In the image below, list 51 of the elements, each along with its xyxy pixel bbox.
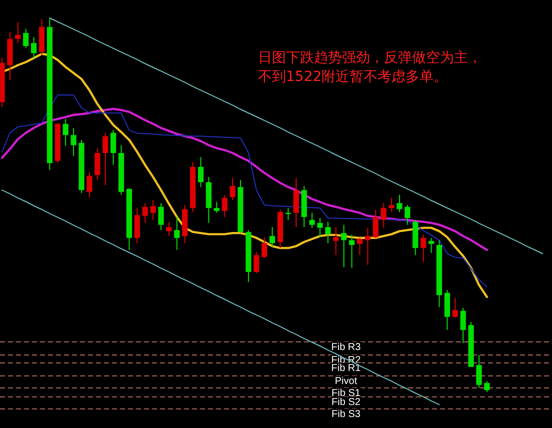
candlestick: [31, 36, 37, 59]
candlestick: [166, 221, 172, 237]
candlestick: [380, 202, 386, 228]
candlestick: [270, 226, 276, 248]
candlestick: [86, 172, 92, 198]
candlestick: [293, 178, 299, 228]
candlestick: [62, 118, 68, 146]
candlestick: [460, 307, 466, 344]
ref-line-label: Fib S2: [332, 396, 361, 408]
ref-line-label: Fib S1: [332, 388, 361, 399]
candlestick: [364, 227, 370, 266]
candlestick: [325, 221, 331, 244]
candlestick: [110, 129, 116, 166]
candlestick: [198, 156, 204, 188]
candlestick: [452, 298, 458, 318]
candlestick: [372, 209, 378, 238]
candlestick: [317, 218, 323, 238]
candlestick: [333, 226, 339, 256]
candlestick: [70, 127, 76, 157]
candlestick: [214, 202, 220, 214]
candlestick: [404, 204, 410, 226]
candlestick: [94, 148, 100, 180]
candlestick: [15, 22, 21, 44]
candlestick: [134, 207, 140, 244]
candlestick: [356, 237, 363, 256]
candlestick: [158, 202, 164, 231]
ref-line-label: Pivot: [334, 376, 358, 387]
candlestick: [484, 380, 490, 392]
candlestick: [142, 202, 148, 224]
candlestick: [396, 194, 402, 213]
candlestick: [150, 200, 156, 220]
candlestick: [174, 216, 180, 250]
annotation: 不到1522附近暂不考虑多单。: [258, 69, 448, 85]
candlestick: [309, 212, 315, 228]
candlestick: [420, 234, 426, 262]
candlestick: [444, 289, 450, 330]
candlestick: [23, 28, 29, 48]
candlestick: [230, 178, 236, 201]
ref-line-label: Fib R3: [331, 342, 362, 353]
candlestick: [388, 197, 394, 213]
candlestick: [349, 234, 355, 268]
ref-line-label: Fib S3: [332, 408, 361, 420]
annotation: 日图下跌趋势强劲，反弹做空为主，: [258, 50, 482, 66]
candlestick: [102, 132, 108, 186]
candlestick: [222, 194, 228, 218]
candlestick: [428, 237, 434, 254]
candlestick: [262, 236, 268, 259]
ref-line-label: Fib R1: [331, 362, 362, 374]
candlestick: [254, 252, 260, 274]
candlestick: [341, 224, 347, 268]
candlestick: [476, 354, 482, 388]
